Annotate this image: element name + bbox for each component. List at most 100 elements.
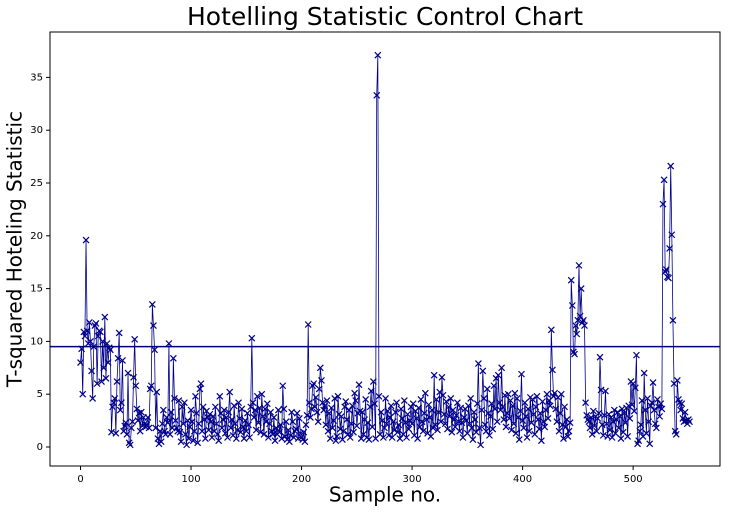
marker <box>417 396 425 403</box>
marker <box>104 359 112 366</box>
marker <box>493 418 501 426</box>
marker <box>222 414 230 421</box>
marker <box>560 435 567 442</box>
marker <box>398 415 406 422</box>
marker <box>431 421 439 429</box>
marker <box>656 412 664 420</box>
marker <box>112 429 120 437</box>
y-tick-label: 5 <box>37 389 43 400</box>
marker <box>636 427 644 435</box>
marker <box>163 414 171 421</box>
marker <box>605 410 613 418</box>
marker <box>488 400 496 408</box>
marker <box>566 419 574 427</box>
marker <box>178 403 186 411</box>
marker <box>660 176 668 184</box>
marker <box>481 421 489 429</box>
marker <box>326 435 334 442</box>
marker <box>252 426 260 434</box>
marker <box>652 424 660 432</box>
marker <box>245 421 252 429</box>
marker <box>100 364 108 372</box>
marker <box>638 397 646 404</box>
marker <box>435 408 443 416</box>
marker <box>185 435 193 442</box>
marker <box>282 418 290 426</box>
marker <box>502 423 510 431</box>
marker <box>123 430 131 438</box>
marker <box>131 335 139 343</box>
marker <box>445 403 452 411</box>
marker <box>573 330 581 338</box>
marker <box>530 410 538 418</box>
marker <box>262 418 270 426</box>
marker <box>246 434 254 441</box>
marker <box>389 418 397 426</box>
marker <box>260 430 268 438</box>
marker <box>219 416 227 423</box>
marker <box>681 408 689 416</box>
y-tick-label: 15 <box>30 284 43 295</box>
marker <box>659 200 667 208</box>
marker <box>200 416 208 423</box>
marker <box>197 380 205 388</box>
marker <box>586 424 594 432</box>
marker <box>98 378 105 385</box>
marker <box>215 437 223 445</box>
marker <box>606 426 614 434</box>
marker <box>324 427 332 435</box>
marker <box>441 420 449 428</box>
marker <box>248 334 256 342</box>
marker <box>235 399 242 407</box>
marker <box>379 434 387 441</box>
marker <box>88 367 95 375</box>
marker <box>103 340 111 347</box>
marker <box>157 438 165 446</box>
marker <box>301 438 309 446</box>
marker <box>596 353 604 361</box>
marker <box>216 392 224 400</box>
marker <box>288 408 296 416</box>
marker <box>408 420 416 428</box>
marker <box>295 415 303 422</box>
marker <box>490 382 498 390</box>
marker <box>322 421 330 429</box>
y-tick-label: 25 <box>30 178 43 189</box>
marker <box>320 406 328 414</box>
marker <box>419 427 427 435</box>
marker <box>239 423 247 431</box>
marker <box>133 405 141 413</box>
marker <box>522 412 530 420</box>
y-tick-label: 35 <box>30 72 43 83</box>
marker <box>479 367 487 375</box>
marker <box>421 389 429 397</box>
marker <box>314 418 322 426</box>
marker <box>609 418 617 426</box>
marker <box>497 406 504 414</box>
marker <box>192 392 199 400</box>
marker <box>144 414 152 421</box>
marker <box>333 433 341 440</box>
marker <box>525 427 533 435</box>
marker <box>152 424 160 432</box>
marker <box>183 441 191 449</box>
marker <box>358 408 366 416</box>
marker <box>312 393 320 401</box>
marker <box>576 312 584 320</box>
marker <box>556 409 564 417</box>
marker <box>574 316 582 324</box>
marker <box>498 364 506 372</box>
marker <box>263 400 271 408</box>
marker <box>341 403 349 411</box>
marker <box>557 390 565 398</box>
marker <box>486 431 493 439</box>
marker <box>106 346 114 354</box>
marker <box>167 408 175 416</box>
marker <box>188 418 196 426</box>
marker <box>616 412 624 420</box>
marker <box>589 407 597 415</box>
marker <box>540 418 548 426</box>
marker <box>195 420 203 428</box>
marker <box>595 409 603 417</box>
